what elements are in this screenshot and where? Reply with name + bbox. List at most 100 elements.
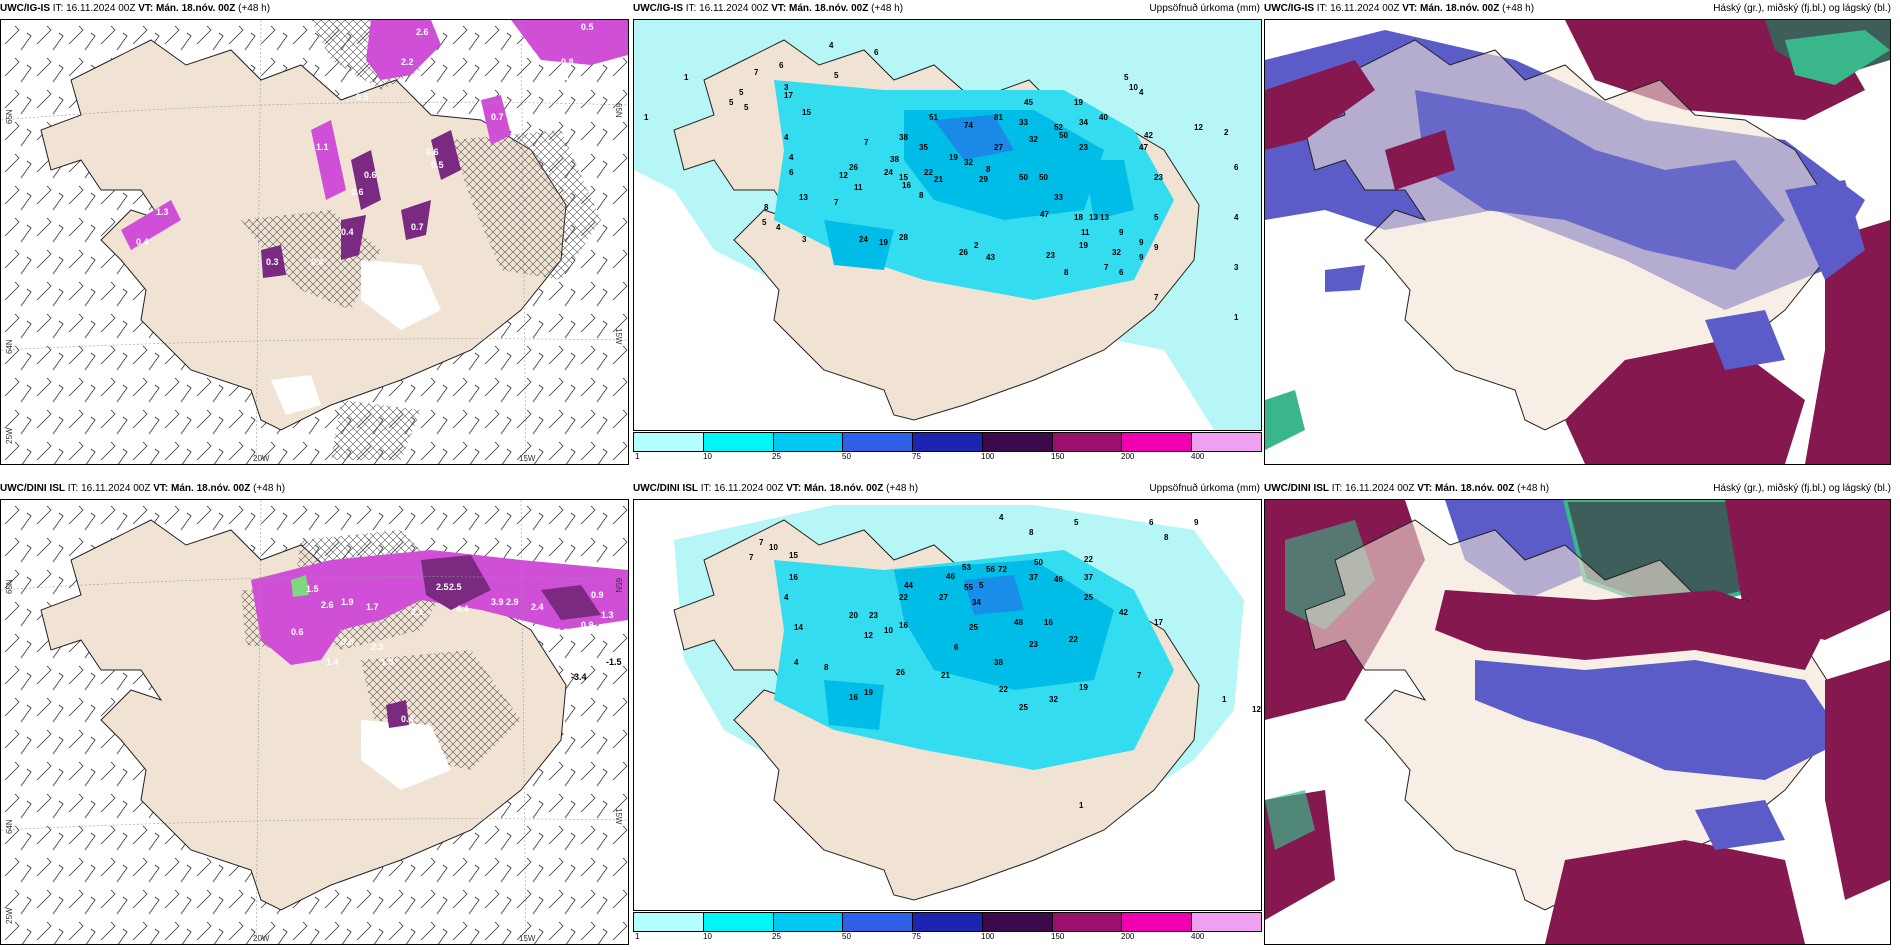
snow-value: -1.5 (606, 657, 622, 667)
snow-value: 0.4 (401, 714, 414, 724)
snow-streak-1 (311, 120, 346, 200)
white-snow-area-2 (271, 375, 321, 415)
snow-streak-5 (401, 200, 431, 240)
precip-value: 13 (1100, 213, 1109, 222)
precip-value: 37 (1029, 573, 1038, 582)
colorbar-label: 200 (1121, 932, 1135, 941)
issue-time: 16.11.2024 00Z (714, 483, 784, 494)
snow-band-north (366, 20, 441, 80)
cloud-mid-small (1325, 265, 1365, 292)
cloud-low-south (1545, 840, 1805, 944)
model-name: UWC/DINI ISL (1264, 483, 1329, 494)
precip-value: 22 (1084, 555, 1093, 564)
precip-value: 4 (784, 133, 789, 142)
precip-value: 72 (998, 565, 1007, 574)
snow-streak-6 (481, 95, 511, 145)
snow-value: 1.4 (326, 657, 339, 667)
snow-value: 2.2 (401, 57, 414, 67)
cloud-low-se (1565, 340, 1805, 464)
colorbar-label: 150 (1051, 932, 1065, 941)
precip-values: 6 7 5 5 1 1 5 3 4 15 17 5 4 6 45 19 5 10… (644, 41, 1239, 322)
precip-area-strong (894, 560, 1114, 690)
colorbar-swatch (634, 913, 704, 931)
precip-value: 12 (1194, 123, 1203, 132)
precip-value: 6 (1119, 268, 1124, 277)
panel-header: UWC/IG-IS IT: 16.11.2024 00Z VT: Mán. 18… (633, 0, 1262, 18)
map-graphic: 2.6 2.2 0.5 0.6 0.5 0.6 1.3 0.4 0.7 0.6 … (1, 20, 628, 464)
panel-header: UWC/DINI ISL IT: 16.11.2024 00Z VT: Mán.… (1264, 480, 1893, 498)
precip-value: 9 (1154, 243, 1159, 252)
precip-area-heavy (934, 115, 1014, 160)
precip-value: 4 (794, 658, 799, 667)
precip-value: 10 (884, 626, 893, 635)
colorbar-label: 150 (1051, 452, 1065, 461)
precip-value: 34 (972, 598, 981, 607)
precip-value: 5 (729, 98, 734, 107)
map-graphic (1265, 500, 1890, 944)
precip-value: 4 (829, 41, 834, 50)
lon-label: 15W (519, 934, 536, 943)
model-name: UWC/DINI ISL (633, 483, 698, 494)
precip-value: 33 (1019, 118, 1028, 127)
issue-time: 16.11.2024 00Z (1330, 3, 1400, 14)
map[interactable] (1264, 499, 1891, 945)
snow-value: 1.9 (341, 597, 354, 607)
map[interactable]: 2.6 2.2 0.5 0.6 0.5 0.6 1.3 0.4 0.7 0.6 … (0, 19, 629, 465)
colorbar-label: 200 (1121, 452, 1135, 461)
precip-value: 55 (964, 583, 973, 592)
hatch-region-east (451, 130, 601, 280)
lon-label: 15W (614, 328, 623, 345)
colorbar-swatch (1192, 433, 1262, 451)
precip-value: 4 (789, 153, 794, 162)
cloud-green-sw (1265, 390, 1305, 450)
precip-value: 5 (979, 581, 984, 590)
precip-value: 51 (929, 113, 938, 122)
panel-dini-precip: UWC/DINI ISL IT: 16.11.2024 00Z VT: Mán.… (633, 480, 1262, 950)
cloud-mid-east (1785, 180, 1865, 280)
precip-value: 14 (794, 623, 803, 632)
precip-value: 8 (824, 663, 829, 672)
snow-value: 0.6 (351, 187, 364, 197)
map-title: Háský (gr.), miðský (fj.bl.) og lágský (… (1713, 483, 1891, 494)
precip-values: 4 8 5 6 8 9 7 10 15 16 7 4 50 56 72 37 4… (749, 513, 1261, 810)
map[interactable] (1264, 19, 1891, 465)
snow-value: 1.1 (316, 142, 329, 152)
green-patch (291, 575, 309, 597)
precip-value: 12 (839, 171, 848, 180)
precip-value: 46 (946, 572, 955, 581)
snow-band-main (251, 550, 628, 665)
precip-value: 15 (899, 173, 908, 182)
snow-value: 0.6 (291, 627, 304, 637)
precip-value: 50 (1039, 173, 1048, 182)
precip-value: 19 (1079, 241, 1088, 250)
snow-value: 0.7 (491, 112, 504, 122)
precip-value: 10 (769, 543, 778, 552)
lon-label: 15W (614, 808, 623, 825)
colorbar-label: 10 (703, 932, 712, 941)
valid-time: Mán. 18.nóv. 00Z (1435, 483, 1515, 494)
map-graphic (1265, 20, 1890, 464)
cloud-low-ne (1725, 500, 1890, 640)
precip-value: 23 (1079, 143, 1088, 152)
precip-value: 29 (979, 175, 988, 184)
snow-value: 1.3 (601, 610, 614, 620)
precip-value: 1 (1234, 313, 1239, 322)
precip-value: 42 (1119, 608, 1128, 617)
snow-value: 0.6 (426, 147, 439, 157)
map[interactable]: 4 8 5 6 8 9 7 10 15 16 7 4 50 56 72 37 4… (633, 499, 1262, 911)
precip-colorbar (633, 912, 1262, 932)
precip-value: 44 (904, 581, 913, 590)
map[interactable]: 6 7 5 5 1 1 5 3 4 15 17 5 4 6 45 19 5 10… (633, 19, 1262, 431)
lon-label: 25W (5, 907, 14, 924)
precip-value: 32 (1112, 248, 1121, 257)
precip-value: 12 (864, 631, 873, 640)
precip-value: 28 (899, 233, 908, 242)
snow-value: 1.3 (381, 657, 394, 667)
precip-value: 38 (899, 133, 908, 142)
map[interactable]: 2.5 2.5 1.5 2.6 1.9 1.7 2.1 4.4 3.9 2.9 … (0, 499, 629, 945)
colorbar-swatch (843, 913, 914, 931)
panel-dini-wind: UWC/DINI ISL IT: 16.11.2024 00Z VT: Mán.… (0, 480, 629, 950)
precip-value: 1 (1222, 695, 1227, 704)
precip-value: 23 (1154, 173, 1163, 182)
precip-value: 10 (1129, 83, 1138, 92)
